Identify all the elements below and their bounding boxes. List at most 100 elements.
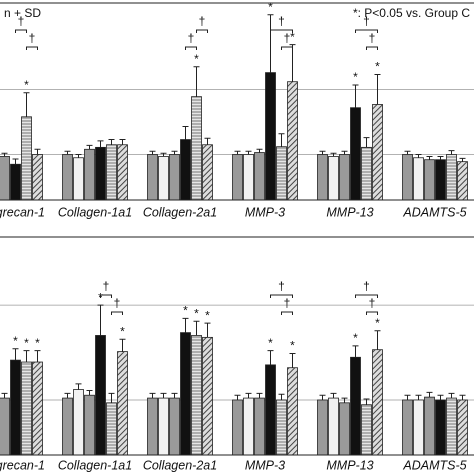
comparison-label: †	[278, 14, 285, 28]
bar	[446, 397, 457, 456]
error-bar	[245, 150, 252, 155]
error-bar	[448, 150, 455, 155]
error-bar	[363, 137, 370, 148]
error-bar	[415, 394, 422, 400]
error-bar	[267, 350, 274, 365]
bar	[95, 146, 106, 201]
error-bar	[459, 157, 466, 162]
bar	[446, 154, 457, 201]
error-bar	[64, 150, 71, 155]
bar	[372, 349, 383, 456]
error-bar	[437, 394, 444, 400]
bar	[435, 159, 446, 201]
bar	[350, 356, 361, 456]
bar	[424, 396, 435, 456]
bar	[265, 364, 276, 456]
bar	[413, 157, 424, 201]
error-bar	[34, 148, 41, 155]
bar	[158, 397, 169, 456]
significance-marker: *	[268, 0, 273, 14]
comparison-label: †	[29, 31, 36, 45]
bar	[402, 399, 413, 456]
bar	[0, 156, 10, 201]
error-bar	[404, 150, 411, 155]
bar	[232, 154, 243, 201]
error-bar	[341, 150, 348, 155]
bar	[350, 107, 361, 201]
comparison-label: †	[363, 14, 370, 28]
significance-marker: *	[194, 306, 199, 320]
bar	[276, 146, 287, 201]
error-bar	[319, 394, 326, 400]
comparison-bracket	[196, 29, 208, 33]
error-bar	[234, 394, 241, 400]
error-bar	[374, 330, 381, 350]
comparison-label: †	[103, 279, 110, 293]
significance-marker: *	[24, 78, 29, 92]
error-bar	[330, 392, 337, 399]
error-bar	[182, 317, 189, 333]
significance-marker: *	[120, 324, 125, 338]
x-tick-label: grecan-1	[0, 205, 45, 219]
significance-marker: *	[205, 308, 210, 322]
bar	[457, 161, 468, 201]
bar	[243, 397, 254, 456]
significance-marker: *	[24, 336, 29, 350]
significance-marker: *	[375, 60, 380, 74]
comparison-bracket	[355, 294, 378, 298]
comparison-label: †	[199, 14, 206, 28]
bar	[147, 397, 158, 456]
bar	[84, 394, 95, 456]
comparison-label: †	[114, 296, 121, 310]
error-bar	[352, 84, 359, 108]
error-bar	[119, 139, 126, 145]
error-bar	[245, 392, 252, 399]
x-tick-label: MMP-13	[326, 205, 373, 219]
comparison-bracket	[270, 29, 293, 33]
error-bar	[149, 150, 156, 155]
significance-marker: *	[375, 316, 380, 330]
significance-note: *: P<0.05 vs. Group C	[353, 6, 470, 20]
error-bar	[64, 392, 71, 399]
bar	[62, 397, 73, 456]
comparison-bracket	[366, 46, 378, 50]
bar	[287, 367, 298, 456]
sd-note: n + SD	[4, 6, 41, 20]
bar	[95, 335, 106, 456]
bar	[32, 154, 43, 201]
error-bar	[319, 150, 326, 155]
error-bar	[97, 304, 104, 336]
significance-marker: *	[290, 339, 295, 353]
comparison-bracket	[100, 294, 112, 298]
comparison-label: †	[363, 279, 370, 293]
comparison-label: †	[284, 296, 291, 310]
error-bar	[374, 74, 381, 105]
significance-marker: *	[268, 336, 273, 350]
bar	[328, 397, 339, 456]
error-bar	[363, 398, 370, 405]
bar	[254, 397, 265, 456]
bar	[84, 148, 95, 201]
significance-marker: *	[290, 30, 295, 44]
bar	[202, 144, 213, 201]
error-bar	[437, 155, 444, 160]
bar	[169, 154, 180, 201]
comparison-bracket	[270, 294, 293, 298]
bar	[202, 336, 213, 456]
comparison-label: †	[18, 14, 25, 28]
error-bar	[75, 383, 82, 390]
bar	[117, 144, 128, 201]
comparison-bracket	[111, 311, 123, 315]
error-bar	[108, 139, 115, 145]
bar	[457, 399, 468, 456]
error-bar	[267, 14, 274, 73]
error-bar	[234, 150, 241, 155]
bar	[232, 399, 243, 456]
error-bar	[459, 394, 466, 400]
bar	[254, 152, 265, 201]
error-bar	[256, 148, 263, 153]
x-tick-label: Collagen-2a1	[143, 205, 217, 219]
error-bar	[149, 392, 156, 399]
comparison-bracket	[26, 46, 38, 50]
error-bar	[193, 66, 200, 97]
